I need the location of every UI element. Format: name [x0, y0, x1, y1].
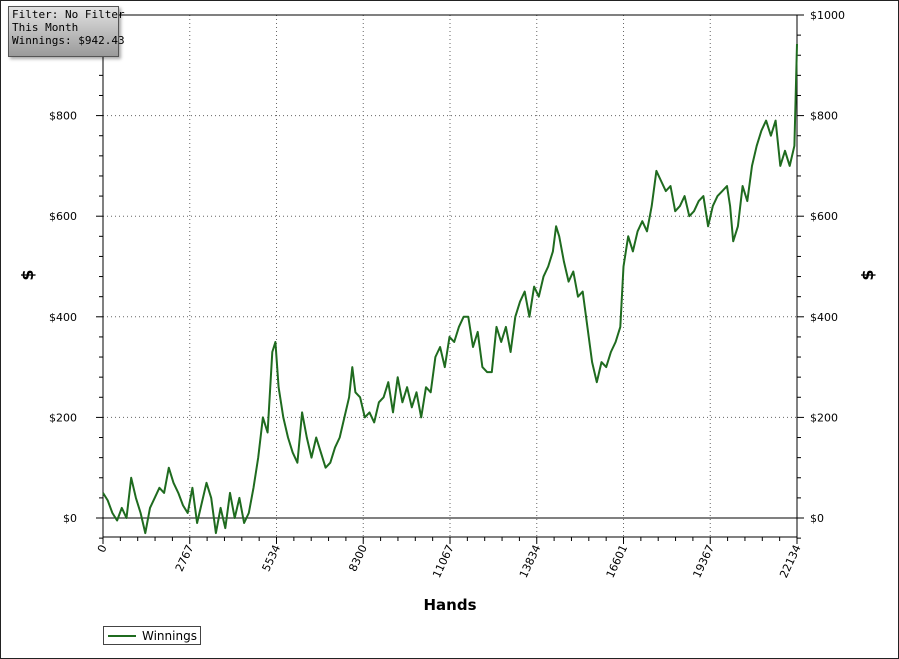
x-axis-label: Hands	[423, 596, 477, 614]
period-line: This Month	[12, 21, 79, 34]
legend-swatch	[108, 634, 136, 637]
x-tick-label: 5534	[260, 543, 284, 574]
y-tick-labels-left: $0$200$400$600$800$1000	[42, 9, 77, 525]
y-tick-label-left: $400	[49, 311, 77, 324]
filter-info-box: Filter: No Filter This Month Winnings: $…	[8, 6, 125, 57]
x-tick-label: 0	[95, 543, 110, 555]
axes	[96, 14, 804, 544]
x-tick-label: 22134	[777, 543, 804, 580]
y-tick-label-right: $800	[810, 110, 838, 123]
y-axis-label-left: $	[18, 269, 37, 281]
x-tick-label: 2767	[173, 543, 197, 574]
x-tick-labels: 0 2767 5534 8300 11067 13834 16601 19367 22134	[95, 543, 804, 580]
x-tick-label: 11067	[430, 543, 457, 580]
x-tick-label: 16601	[604, 543, 631, 580]
x-tick-label: 8300	[346, 543, 370, 574]
y-tick-label-left: $800	[49, 110, 77, 123]
y-tick-label-right: $0	[810, 512, 824, 525]
grid-lines	[103, 14, 797, 537]
y-tick-labels-right: $0 $200 $400 $600 $800 $1000	[810, 9, 845, 525]
y-axis-label-right: $	[858, 269, 877, 281]
x-tick-label: 13834	[517, 543, 544, 580]
winnings-series-line	[102, 43, 798, 535]
winnings-line: Winnings: $942.43	[12, 34, 125, 47]
y-tick-label-right: $1000	[810, 9, 845, 22]
legend-label: Winnings	[142, 628, 197, 643]
filter-line: Filter: No Filter	[12, 8, 125, 21]
y-tick-label-left: $200	[49, 411, 77, 424]
y-tick-label-right: $600	[810, 210, 838, 223]
x-tick-label: 19367	[690, 543, 717, 580]
legend: Winnings	[103, 626, 201, 645]
y-tick-label-right: $200	[810, 411, 838, 424]
y-tick-label-left: $0	[63, 512, 77, 525]
y-tick-label-right: $400	[810, 311, 838, 324]
y-tick-label-left: $600	[49, 210, 77, 223]
